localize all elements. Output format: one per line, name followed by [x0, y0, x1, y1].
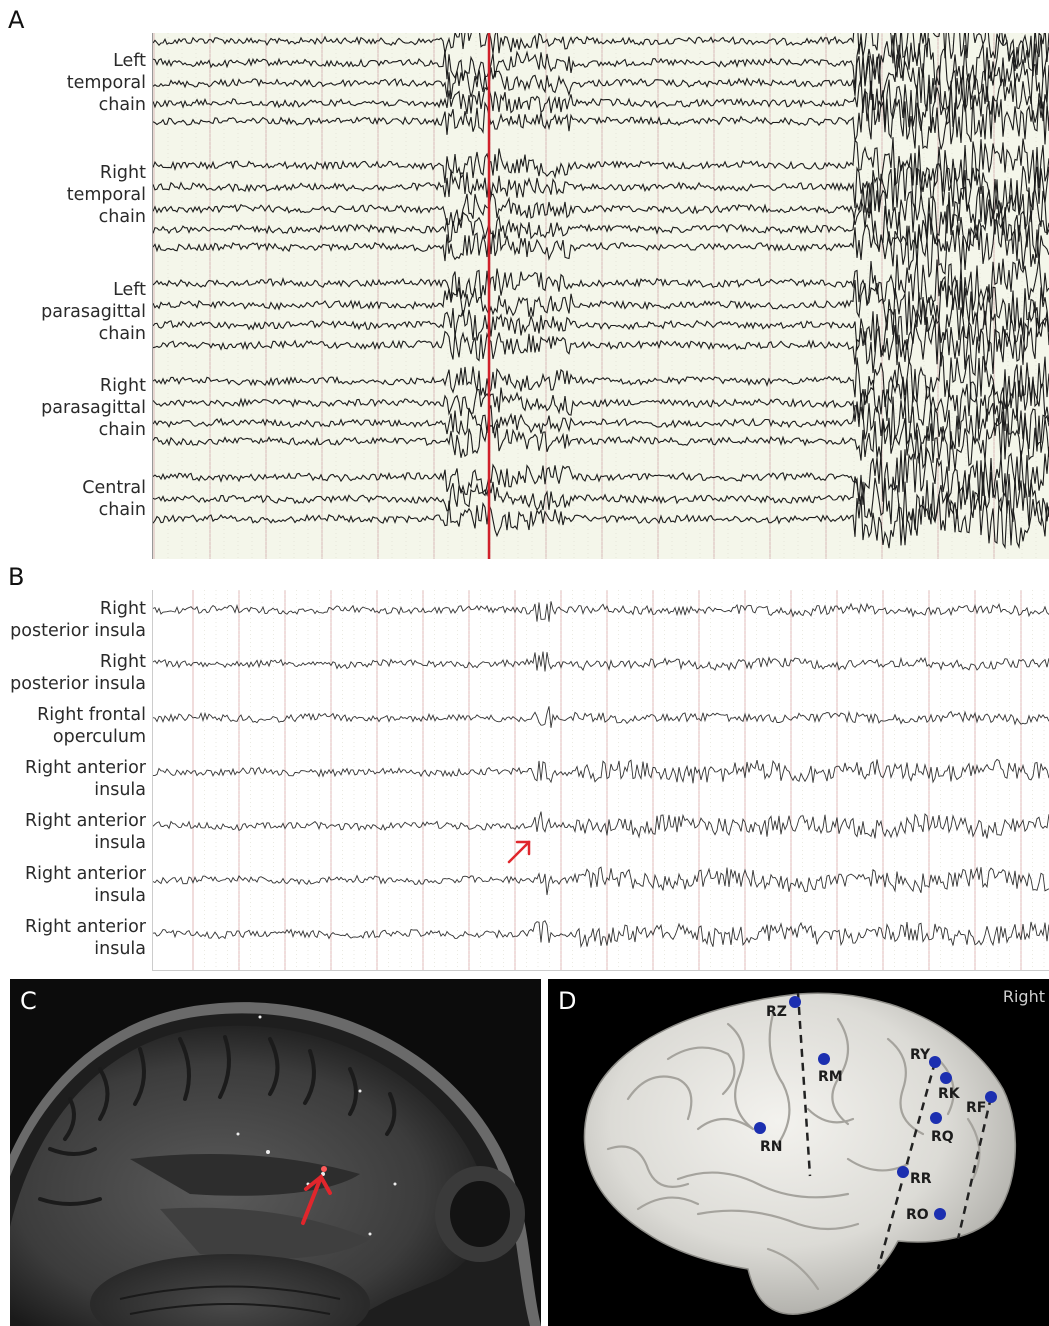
panel-b-channel-labels: Right posterior insula Right posterior i… — [0, 560, 146, 980]
left-temporal-chain-label: Left temporal chain — [66, 51, 146, 115]
b-label-2: Right posterior insula — [10, 652, 146, 694]
brain-surface-image — [583, 992, 1017, 1315]
electrode-contact-dots — [236, 1015, 397, 1236]
eeg-trace — [153, 198, 1049, 259]
electrode-label-rq: RQ — [931, 1129, 954, 1145]
electrode-label-rm: RM — [818, 1069, 843, 1085]
red-arrow-icon — [507, 840, 531, 864]
brain-render-panel: D Right — [548, 979, 1049, 1326]
mri-sagittal-image — [10, 1002, 541, 1326]
eeg-trace — [153, 218, 1049, 278]
electrode-label-ry: RY — [910, 1047, 931, 1063]
eeg-trace — [153, 351, 1049, 409]
eeg-trace — [153, 33, 1049, 92]
eeg-trace — [153, 74, 1049, 132]
eeg-trace — [153, 601, 1049, 622]
right-parasagittal-chain-label: Right parasagittal chain — [41, 376, 146, 440]
eeg-trace — [153, 274, 1049, 336]
b-label-3: Right frontal operculum — [37, 705, 146, 747]
eeg-trace — [153, 53, 1049, 112]
panel-c-letter: C — [20, 987, 37, 1015]
electrode-label-rf: RF — [966, 1100, 987, 1116]
seeg-traces — [153, 590, 1049, 970]
eeg-trace — [153, 293, 1049, 357]
eeg-trace — [153, 137, 1049, 192]
b-label-1: Right posterior insula — [10, 599, 146, 641]
eeg-trace — [153, 316, 1049, 377]
eeg-trace — [153, 446, 1049, 505]
eeg-trace — [153, 411, 1049, 471]
eeg-trace — [153, 866, 1049, 896]
panel-a-channel-labels: Left temporal chain Right temporal chain… — [0, 0, 146, 560]
b-label-6: Right anterior insula — [24, 864, 146, 906]
eeg-trace — [153, 89, 1049, 150]
electrode-trajectories — [796, 992, 993, 1270]
panel-a-letter: A — [8, 6, 25, 34]
eeg-trace — [153, 33, 1049, 71]
electrode-markers — [754, 996, 997, 1220]
electrode-label-rz: RZ — [766, 1004, 787, 1020]
eeg-trace — [153, 393, 1049, 450]
mri-sagittal-panel: C — [10, 979, 541, 1326]
eeg-trace — [153, 254, 1049, 314]
electrode-label-rn: RN — [760, 1139, 783, 1155]
central-chain-label: Central chain — [82, 478, 146, 520]
scalp-eeg-traces — [153, 33, 1049, 559]
insula-contact-marker — [321, 1166, 327, 1172]
eeg-trace — [153, 490, 1049, 550]
eeg-trace — [153, 651, 1049, 672]
b-label-7: Right anterior insula — [24, 917, 146, 959]
b-label-5: Right anterior insula — [24, 811, 146, 853]
b-label-4: Right anterior insula — [24, 758, 146, 800]
scalp-eeg-panel — [152, 33, 1049, 559]
electrode-label-rk: RK — [938, 1086, 960, 1102]
seeg-panel — [152, 590, 1049, 971]
electrode-label-rr: RR — [910, 1171, 932, 1187]
right-temporal-chain-label: Right temporal chain — [66, 163, 146, 227]
eeg-trace — [153, 706, 1049, 728]
eeg-trace — [153, 758, 1049, 784]
red-arrow-icon — [301, 1173, 332, 1225]
left-parasagittal-chain-label: Left parasagittal chain — [41, 280, 146, 344]
eeg-trace — [153, 375, 1049, 430]
eeg-trace — [153, 920, 1049, 949]
eeg-trace — [153, 162, 1049, 214]
eeg-trace — [153, 811, 1049, 839]
hemisphere-label: Right — [1002, 987, 1045, 1006]
panel-d-letter: D — [558, 987, 577, 1015]
electrode-label-ro: RO — [906, 1207, 929, 1223]
panel-b-letter: B — [8, 563, 25, 591]
